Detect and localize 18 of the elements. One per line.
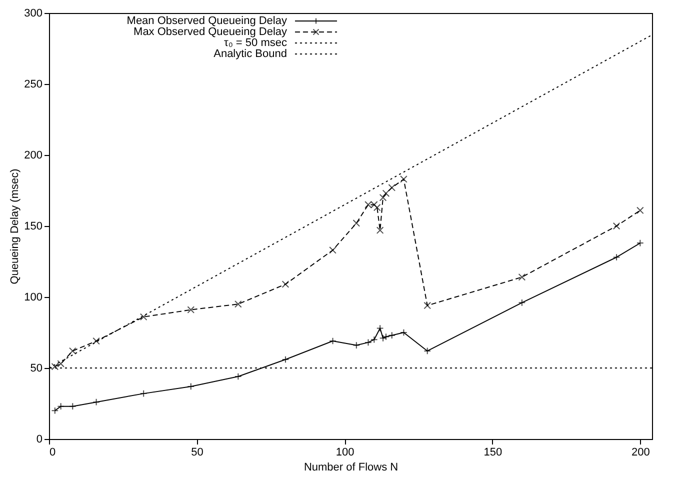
legend-label: Max Observed Queueing Delay [134, 26, 288, 38]
y-tick-label: 250 [24, 78, 42, 90]
x-tick-label: 0 [50, 446, 56, 458]
y-tick-label: 200 [24, 150, 42, 162]
x-tick-label: 150 [484, 446, 502, 458]
y-tick-label: 0 [36, 434, 42, 446]
legend-label: Mean Observed Queueing Delay [126, 15, 288, 27]
y-tick-label: 100 [24, 292, 42, 304]
x-axis-title: Number of Flows N [304, 462, 398, 474]
y-tick-label: 300 [24, 8, 42, 20]
y-tick-label: 150 [24, 220, 42, 232]
x-tick-label: 200 [631, 446, 650, 458]
legend-label: Analytic Bound [214, 48, 287, 60]
legend-label: τ₀ = 50 msec [224, 37, 288, 49]
x-tick-label: 50 [191, 446, 204, 458]
x-tick-label: 100 [336, 446, 354, 458]
y-axis-title: Queueing Delay (msec) [9, 168, 22, 284]
y-tick-label: 50 [30, 362, 42, 374]
